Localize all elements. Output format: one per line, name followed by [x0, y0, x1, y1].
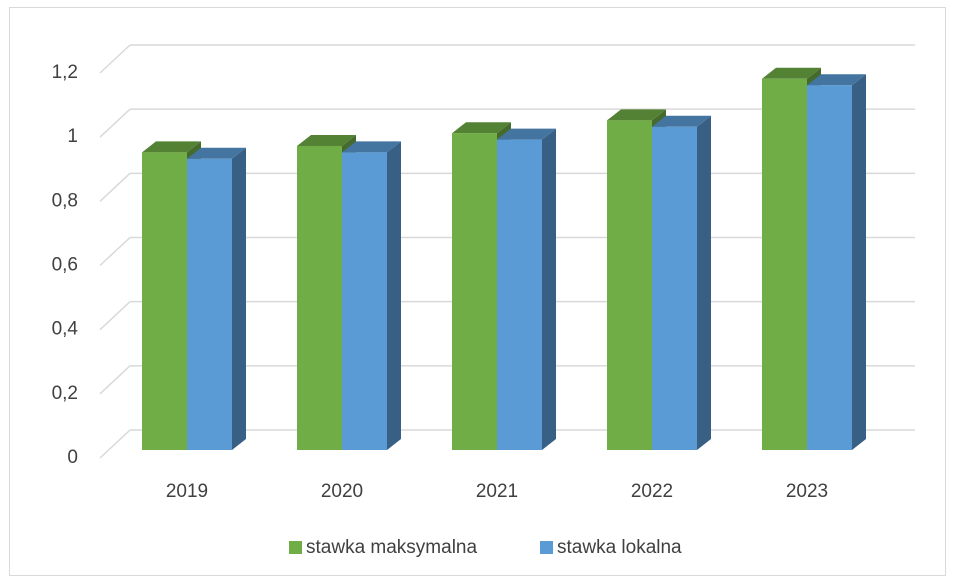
bar-side — [852, 74, 866, 450]
grid-line-side — [99, 429, 131, 459]
bar — [452, 133, 497, 450]
bar — [297, 146, 342, 450]
grid-line-side — [99, 365, 131, 395]
bar-top — [187, 147, 246, 159]
bar-side — [542, 128, 556, 450]
y-tick-label: 0,2 — [52, 383, 78, 404]
y-tick-label: 1,2 — [52, 62, 78, 83]
y-tick-label: 0,6 — [52, 255, 78, 276]
x-tick-label: 2020 — [321, 481, 363, 502]
x-tick-label: 2022 — [631, 481, 673, 502]
grid-line-side — [99, 172, 131, 202]
x-tick-label: 2021 — [476, 481, 518, 502]
bar-top — [497, 128, 556, 140]
grid-line-side — [99, 301, 131, 331]
y-tick-label: 0,4 — [52, 319, 79, 340]
y-tick-label: 0,8 — [52, 190, 78, 211]
bar-top — [342, 141, 401, 153]
bar-top — [652, 115, 711, 127]
bar-top — [297, 135, 356, 146]
grid-line-side — [99, 236, 131, 267]
grid-line-side — [99, 44, 131, 74]
bar — [807, 85, 852, 450]
bar-side — [387, 141, 401, 450]
bar-top — [142, 141, 201, 153]
legend-swatch — [540, 541, 553, 554]
grid-line-side — [99, 108, 131, 138]
legend-swatch — [289, 541, 302, 554]
bar — [607, 120, 652, 451]
bar — [762, 78, 807, 451]
bar-top — [762, 67, 821, 79]
y-tick-label: 0 — [67, 447, 78, 468]
x-tick-label: 2023 — [786, 481, 828, 502]
bar-top — [607, 109, 666, 121]
bar-top — [452, 122, 511, 134]
bar-side — [697, 115, 711, 451]
legend-label: stawka maksymalna — [306, 537, 477, 558]
bar — [342, 152, 387, 450]
bar-top — [807, 74, 866, 86]
legend-label: stawka lokalna — [557, 537, 682, 558]
bar-side — [232, 147, 246, 451]
bar — [497, 139, 542, 450]
bar — [187, 158, 232, 451]
y-tick-label: 1 — [67, 126, 78, 147]
x-tick-label: 2019 — [166, 481, 208, 502]
bar — [652, 126, 697, 451]
bar — [142, 152, 187, 450]
